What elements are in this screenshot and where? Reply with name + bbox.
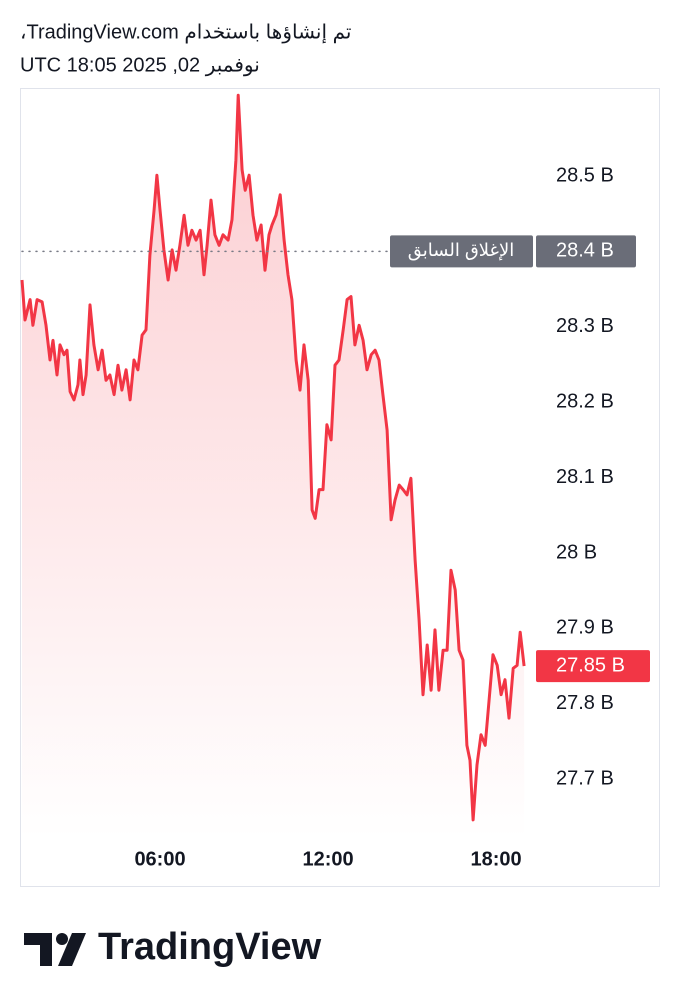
logo-mark bbox=[24, 933, 52, 966]
y-tick-label: 28.1 B bbox=[556, 466, 614, 488]
last-price-tag bbox=[536, 650, 650, 683]
previous-close-label: الإغلاق السابق bbox=[408, 240, 514, 261]
y-tick-label: 28.5 B bbox=[556, 164, 614, 186]
logo-slash bbox=[58, 933, 86, 966]
last-price-label: 27.85 B bbox=[556, 654, 625, 676]
chart-frame bbox=[20, 88, 660, 887]
logo-text: TradingView bbox=[98, 926, 322, 968]
y-tick-label: 28.3 B bbox=[556, 315, 614, 337]
logo-dot bbox=[56, 933, 68, 945]
credit: تم إنشاؤها باستخدام TradingView.com، bbox=[20, 21, 351, 44]
x-tick-label: 18:00 bbox=[470, 848, 521, 870]
y-tick-label: 28 B bbox=[556, 541, 597, 563]
timestamp: نوفمبر 02, 2025 18:05 UTC bbox=[20, 54, 260, 76]
logo: TradingView bbox=[24, 926, 322, 968]
plot: 27.7 B 27.8 B 27.9 B 28 B 28.1 B 28.2 B 28.3 B… bbox=[20, 93, 650, 870]
previous-close-tag bbox=[390, 235, 533, 268]
previous-close-value-tag bbox=[536, 235, 636, 268]
area-fill bbox=[22, 95, 525, 840]
x-tick-label: 12:00 bbox=[302, 848, 353, 870]
y-tick-label: 28.2 B bbox=[556, 390, 614, 412]
previous-close-value: 28.4 B bbox=[556, 240, 614, 262]
x-tick-label: 06:00 bbox=[134, 848, 185, 870]
y-tick-label: 27.9 B bbox=[556, 617, 614, 639]
price-line bbox=[20, 93, 526, 822]
y-tick-label: 27.8 B bbox=[556, 692, 614, 714]
y-tick-label: 27.7 B bbox=[556, 767, 614, 789]
